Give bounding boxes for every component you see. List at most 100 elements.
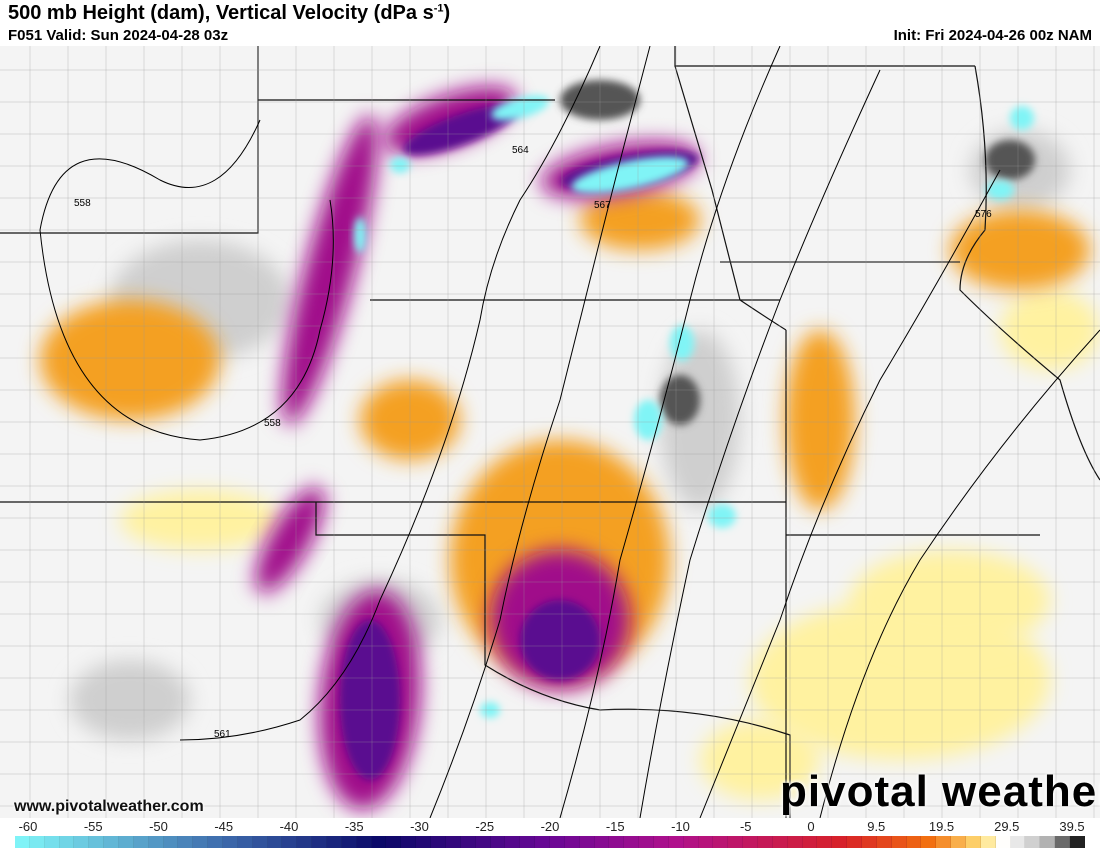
colorbar-swatch: [119, 836, 134, 848]
colorbar-swatch: [505, 836, 521, 848]
colorbar-tick-label: 29.5: [994, 819, 1020, 834]
colorbar-swatch: [59, 836, 75, 848]
velocity-blob: [282, 115, 378, 425]
colorbar-swatch: [133, 836, 149, 848]
colorbar-tick-label: -15: [605, 819, 625, 834]
colorbar-swatch: [416, 836, 432, 848]
velocity-blob: [390, 157, 410, 173]
colorbar-swatch: [312, 836, 328, 848]
colorbar-swatch: [386, 836, 402, 848]
colorbar-swatch: [847, 836, 862, 848]
colorbar-tick-label: 39.5: [1059, 819, 1085, 834]
weather-map[interactable]: 558 564 567 558 561 576: [0, 46, 1100, 818]
height-contours: [39, 46, 1100, 818]
colorbar-swatches: [15, 836, 1085, 848]
colorbar-swatch: [445, 836, 461, 848]
velocity-blob: [985, 140, 1035, 180]
colorbar-tick-label: -20: [540, 819, 560, 834]
colorbar-swatch: [609, 836, 625, 848]
colorbar-swatch: [757, 836, 773, 848]
colorbar-swatch: [520, 836, 536, 848]
colorbar-swatch: [951, 836, 966, 848]
colorbar-tick-label: -55: [83, 819, 103, 834]
colorbar-swatch: [802, 836, 818, 848]
colorbar-swatch: [698, 836, 714, 848]
colorbar-swatch: [371, 836, 387, 848]
colorbar-swatch: [297, 836, 313, 848]
colorbar-swatch: [861, 836, 877, 848]
colorbar-swatch: [490, 836, 506, 848]
colorbar-swatch: [237, 836, 253, 848]
colorbar-tick-label: 9.5: [867, 819, 886, 834]
velocity-blob: [120, 490, 280, 550]
colorbar-swatch: [639, 836, 654, 848]
contour-labels: 558 564 567 558 561 576: [74, 145, 992, 740]
colorbar-swatch: [341, 836, 357, 848]
colorbar-swatch: [89, 836, 105, 848]
contour-label: 567: [594, 200, 611, 211]
colorbar-swatch: [683, 836, 699, 848]
map-title: 500 mb Height (dam), Vertical Velocity (…: [8, 2, 450, 25]
header: 500 mb Height (dam), Vertical Velocity (…: [0, 0, 1100, 46]
colorbar-swatch: [401, 836, 417, 848]
colorbar-swatch: [549, 836, 565, 848]
colorbar-swatch: [668, 836, 684, 848]
colorbar-swatch: [936, 836, 952, 848]
colorbar-tick-label: -45: [214, 819, 234, 834]
colorbar-tick-label: 0: [807, 819, 815, 834]
velocity-blob: [1010, 106, 1034, 130]
velocity-blob: [634, 400, 662, 440]
velocity-blob: [850, 550, 1050, 650]
colorbar-swatch: [728, 836, 744, 848]
contour-label: 564: [512, 145, 529, 156]
velocity-blob: [660, 375, 700, 425]
colorbar-swatch: [460, 836, 476, 848]
velocity-blob: [40, 300, 220, 420]
colorbar-swatch: [891, 836, 907, 848]
colorbar-swatch: [431, 836, 446, 848]
colorbar-swatch: [267, 836, 283, 848]
colorbar-swatch: [980, 836, 996, 848]
colorbar-tick-label: -40: [279, 819, 299, 834]
colorbar-swatch: [966, 836, 981, 848]
velocity-blob: [571, 156, 689, 194]
velocity-blob: [708, 504, 736, 528]
colorbar-swatch: [594, 836, 610, 848]
colorbar-swatch: [356, 836, 372, 848]
colorbar: -60 -55 -50 -45 -40 -35 -30 -25 -20 -15 -10 -5 0 9.5 1…: [0, 818, 1100, 850]
title-end: ): [443, 2, 451, 24]
colorbar-swatch: [29, 836, 45, 848]
velocity-blob: [785, 330, 855, 510]
colorbar-swatch: [1025, 836, 1041, 848]
website-watermark: www.pivotalweather.com: [14, 798, 204, 815]
map-svg: 558 564 567 558 561 576: [0, 46, 1100, 818]
colorbar-swatch: [282, 836, 298, 848]
colorbar-swatch: [579, 836, 595, 848]
colorbar-swatch: [178, 836, 194, 848]
velocity-blob: [354, 217, 366, 253]
contour-label: 558: [74, 198, 91, 209]
contour-label: 558: [264, 418, 281, 429]
title-text: 500 mb Height (dam), Vertical Velocity (…: [8, 2, 434, 24]
colorbar-swatch: [713, 836, 729, 848]
colorbar-swatch: [475, 836, 491, 848]
colorbar-swatch: [772, 836, 788, 848]
colorbar-swatch: [1055, 836, 1071, 848]
colorbar-swatch: [148, 836, 164, 848]
colorbar-swatch: [15, 836, 30, 848]
colorbar-tick-label: -5: [739, 819, 752, 834]
colorbar-swatch: [74, 836, 90, 848]
velocity-blob: [255, 487, 325, 593]
velocity-blob: [986, 180, 1014, 200]
colorbar-tick-label: -50: [149, 819, 168, 834]
colorbar-swatch: [921, 836, 937, 848]
colorbar-swatch: [327, 836, 342, 848]
colorbar-tick-label: -35: [344, 819, 364, 834]
colorbar-swatch: [876, 836, 892, 848]
title-superscript: -1: [433, 2, 444, 15]
colorbar-tick-label: -10: [671, 819, 690, 834]
colorbar-tick-label: -60: [18, 819, 38, 834]
colorbar-tick-label: 19.5: [928, 819, 955, 834]
velocity-blob: [403, 105, 517, 155]
colorbar-swatch: [787, 836, 803, 848]
